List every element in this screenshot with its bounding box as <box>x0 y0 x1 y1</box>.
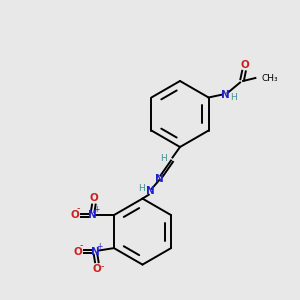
Text: H: H <box>138 184 145 193</box>
Text: N: N <box>146 186 154 196</box>
Text: O: O <box>74 247 82 257</box>
Text: H: H <box>230 93 237 102</box>
Text: O: O <box>89 193 98 203</box>
Text: -: - <box>79 240 83 250</box>
Text: H: H <box>160 154 167 163</box>
Text: O: O <box>240 60 249 70</box>
Text: -: - <box>76 203 80 214</box>
Text: CH₃: CH₃ <box>261 74 278 82</box>
Text: +: + <box>97 242 103 251</box>
Text: O: O <box>70 210 79 220</box>
Text: O: O <box>92 264 101 274</box>
Text: -: - <box>100 261 104 272</box>
Text: +: + <box>94 205 100 214</box>
Text: N: N <box>221 89 230 100</box>
Text: N: N <box>91 247 100 257</box>
Text: N: N <box>88 210 97 220</box>
Text: N: N <box>154 174 164 184</box>
